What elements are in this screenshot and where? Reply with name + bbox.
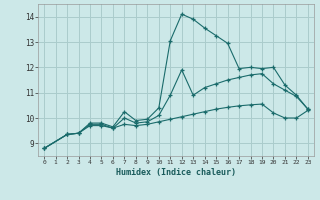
- X-axis label: Humidex (Indice chaleur): Humidex (Indice chaleur): [116, 168, 236, 177]
